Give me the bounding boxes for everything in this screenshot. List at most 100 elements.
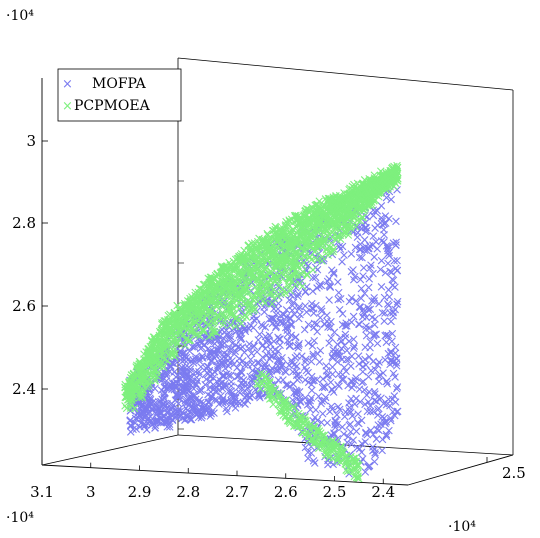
data-point-marker (162, 377, 171, 385)
data-point-marker (380, 293, 389, 302)
data-point-marker (324, 251, 332, 260)
data-point-marker (230, 350, 239, 358)
data-point-marker (205, 398, 214, 406)
front-axes (41, 78, 514, 486)
data-point-marker (321, 393, 330, 402)
data-point-marker (302, 355, 310, 363)
data-point-marker (343, 346, 351, 355)
data-point-marker (386, 401, 394, 410)
data-point-marker (320, 320, 329, 328)
data-point-marker (208, 392, 216, 401)
data-point-marker (226, 335, 235, 343)
data-point-marker (145, 414, 153, 422)
data-point-marker (336, 295, 345, 303)
legend: × MOFPA × PCPMOEA (57, 68, 182, 122)
z-tick-label: 2.4 (12, 380, 36, 398)
data-point-marker (316, 313, 325, 322)
data-point-marker (377, 420, 385, 429)
data-point-marker (208, 407, 216, 416)
data-point-marker (328, 352, 336, 361)
data-point-marker (284, 280, 293, 289)
data-point-marker (226, 321, 235, 329)
data-point-marker (192, 402, 200, 410)
z-tick-label: 2.8 (12, 214, 36, 232)
z-axis-multiplier: ·10⁴ (6, 8, 34, 24)
data-point-marker (392, 238, 400, 247)
data-point-marker (294, 371, 303, 379)
data-point-marker (289, 380, 298, 388)
data-point-marker (121, 383, 129, 391)
data-point-marker (308, 342, 317, 350)
data-point-marker (370, 253, 379, 261)
data-point-marker (355, 445, 364, 453)
data-point-marker (211, 317, 219, 326)
data-point-marker (151, 424, 159, 432)
data-point-marker (227, 345, 235, 353)
data-point-marker (334, 288, 343, 297)
data-point-marker (288, 301, 297, 310)
data-point-marker (370, 294, 378, 302)
data-point-marker (331, 420, 339, 429)
data-point-marker (326, 378, 335, 387)
data-point-marker (317, 399, 325, 408)
data-point-marker (343, 322, 351, 330)
data-point-marker (295, 340, 303, 348)
data-point-marker (362, 322, 370, 330)
data-point-marker (345, 297, 354, 306)
data-point-marker (307, 372, 316, 381)
data-point-marker (175, 391, 184, 399)
data-point-marker (378, 435, 387, 444)
data-point-marker (234, 372, 243, 381)
data-point-marker (246, 372, 255, 381)
z-tick-label: 3 (26, 132, 36, 150)
data-point-marker (312, 406, 320, 414)
data-point-marker (241, 327, 250, 336)
data-point-marker (240, 348, 249, 357)
data-point-marker (358, 378, 366, 387)
data-point-marker (347, 294, 356, 302)
data-point-marker (207, 394, 216, 402)
data-point-marker (281, 323, 290, 332)
data-point-marker (393, 161, 401, 170)
data-point-marker (380, 230, 388, 239)
data-point-marker (178, 408, 187, 417)
data-point-marker (170, 312, 179, 321)
data-point-marker (349, 275, 358, 284)
data-point-marker (293, 352, 301, 360)
data-point-marker (393, 297, 402, 306)
data-point-marker (262, 338, 271, 347)
data-point-marker (357, 284, 366, 293)
data-point-marker (209, 374, 218, 382)
data-point-marker (139, 420, 148, 428)
data-point-marker (274, 299, 283, 308)
data-point-marker (279, 285, 287, 293)
data-point-marker (355, 320, 364, 329)
data-point-marker (223, 397, 232, 406)
data-point-marker (304, 221, 313, 229)
data-point-marker (200, 280, 209, 289)
data-point-marker (317, 418, 326, 427)
x-tick-label: 2.6 (274, 483, 298, 501)
legend-item-pcpmoea: × PCPMOEA (62, 98, 151, 114)
data-point-marker (380, 238, 388, 246)
data-point-marker (328, 370, 337, 379)
data-point-marker (363, 391, 371, 399)
data-point-marker (211, 335, 219, 344)
data-point-marker (301, 376, 309, 384)
x-axis-multiplier: ·10⁴ (6, 510, 34, 526)
data-point-marker (371, 390, 379, 398)
data-point-marker (151, 398, 160, 407)
data-point-marker (308, 304, 316, 313)
data-point-marker (260, 361, 269, 370)
data-point-marker (389, 369, 398, 378)
data-point-marker (214, 335, 223, 344)
back-top-edge (177, 57, 514, 91)
data-point-marker (198, 412, 207, 420)
data-point-marker (180, 356, 189, 364)
data-point-marker (308, 386, 316, 395)
data-point-marker (358, 253, 366, 262)
data-point-marker (309, 417, 317, 425)
back-ledge (41, 434, 179, 466)
data-point-marker (286, 382, 294, 391)
data-point-marker (378, 217, 387, 226)
